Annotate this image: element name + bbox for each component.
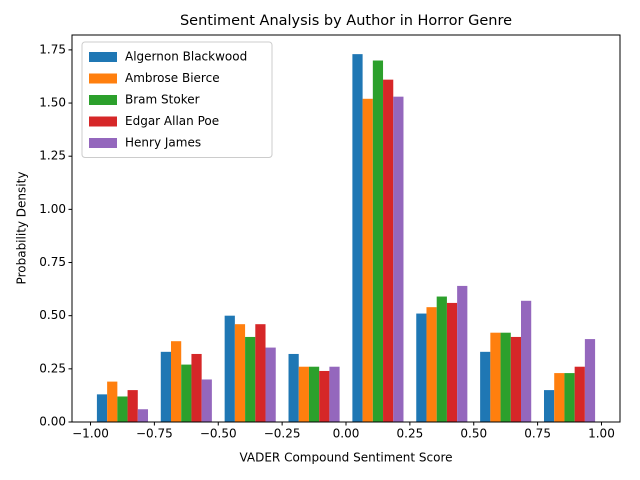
- x-tick-label: −0.75: [136, 427, 173, 441]
- y-axis-label: Probability Density: [15, 172, 29, 285]
- bar: [265, 347, 276, 422]
- x-tick-label: −0.25: [264, 427, 301, 441]
- bar: [372, 60, 384, 423]
- bar: [107, 381, 118, 422]
- bar: [170, 341, 182, 422]
- bar: [352, 54, 363, 423]
- bar: [201, 379, 212, 422]
- bar: [191, 353, 202, 422]
- bar: [436, 296, 447, 422]
- x-axis-label: VADER Compound Sentiment Score: [239, 451, 452, 465]
- bar: [224, 315, 235, 422]
- bar: [416, 313, 427, 422]
- bar: [480, 351, 491, 422]
- bar: [383, 79, 394, 423]
- legend-swatch: [89, 73, 117, 84]
- bar: [245, 336, 256, 422]
- y-tick-label: 0.50: [39, 308, 66, 322]
- legend-label: Bram Stoker: [125, 93, 200, 107]
- bar: [584, 339, 596, 422]
- bar: [500, 332, 511, 422]
- y-tick-label: 0.00: [39, 415, 66, 429]
- legend-swatch: [89, 52, 117, 62]
- legend-swatch: [89, 116, 117, 127]
- y-tick-label: 1.25: [39, 149, 66, 163]
- bar: [298, 366, 309, 422]
- bar: [564, 373, 575, 422]
- legend-box: [81, 41, 273, 158]
- bar: [308, 366, 320, 422]
- bar: [181, 364, 192, 422]
- y-tick-label: 1.00: [39, 202, 66, 216]
- legend-label: Algernon Blackwood: [125, 50, 247, 64]
- bar: [446, 302, 458, 422]
- bar: [288, 353, 299, 422]
- bar: [96, 394, 108, 422]
- legend-label: Ambrose Bierce: [125, 71, 220, 85]
- bar: [234, 324, 246, 422]
- x-tick-label: −0.50: [200, 427, 237, 441]
- bar: [574, 366, 585, 422]
- legend-label: Edgar Allan Poe: [125, 114, 219, 128]
- plot-frame: [71, 34, 621, 423]
- x-tick-label: −1.00: [72, 427, 109, 441]
- x-tick-label: 0.75: [524, 427, 551, 441]
- bar: [117, 396, 128, 422]
- bar: [160, 351, 171, 422]
- bar: [521, 300, 532, 422]
- legend-swatch: [89, 95, 117, 105]
- y-tick-label: 0.25: [39, 361, 66, 375]
- x-tick-label: 1.00: [588, 427, 615, 441]
- bar: [255, 324, 266, 422]
- bar: [329, 366, 340, 422]
- bar: [543, 390, 555, 422]
- bar: [362, 98, 373, 423]
- legend-label: Henry James: [125, 136, 201, 150]
- x-tick-label: 0.00: [333, 427, 360, 441]
- x-tick-label: 0.25: [397, 427, 424, 441]
- bar: [319, 370, 330, 422]
- legend-swatch: [89, 138, 117, 148]
- y-tick-label: 1.50: [39, 96, 66, 110]
- bar: [127, 390, 138, 422]
- bar: [490, 332, 501, 422]
- bar: [426, 307, 437, 422]
- y-tick-label: 0.75: [39, 255, 66, 269]
- chart-title: Sentiment Analysis by Author in Horror G…: [180, 13, 512, 29]
- bar: [554, 373, 565, 422]
- x-tick-label: 0.50: [460, 427, 487, 441]
- bar: [457, 285, 468, 422]
- y-tick-label: 1.75: [39, 42, 66, 56]
- bar: [137, 409, 149, 422]
- bar: [510, 336, 522, 422]
- bar: [393, 96, 404, 423]
